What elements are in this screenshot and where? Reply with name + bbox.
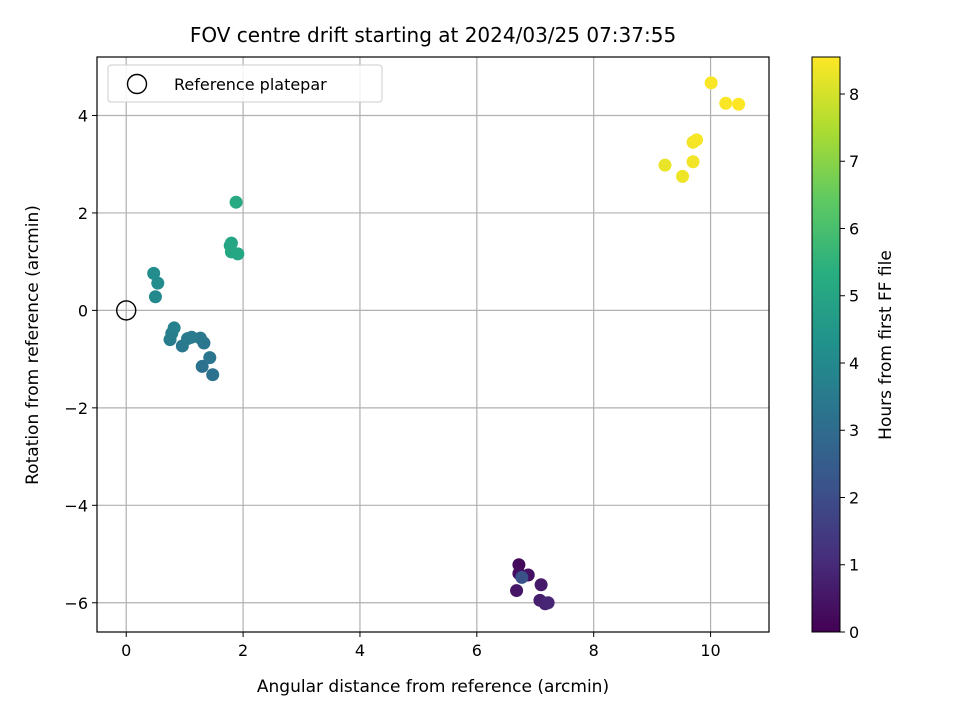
y-tick-label: 4 xyxy=(78,106,88,125)
scatter-point xyxy=(690,133,704,147)
y-tick-label: −6 xyxy=(64,594,88,613)
scatter-point xyxy=(704,76,718,90)
colorbar-tick-label: 5 xyxy=(849,287,859,306)
scatter-point xyxy=(195,359,209,373)
scatter-point xyxy=(541,596,555,610)
scatter-point xyxy=(167,321,181,335)
scatter-point xyxy=(148,290,162,304)
scatter-point xyxy=(676,169,690,183)
scatter-point xyxy=(231,247,245,261)
scatter-point xyxy=(203,351,217,365)
scatter-point xyxy=(686,155,700,169)
x-tick-label: 0 xyxy=(121,641,131,660)
colorbar: 0 1 2 3 4 5 6 7 8 Hours from first FF file xyxy=(811,56,896,642)
colorbar-tick-label: 1 xyxy=(849,556,859,575)
x-tick-label: 8 xyxy=(589,641,599,660)
colorbar-tick-label: 7 xyxy=(849,152,859,171)
scatter-point xyxy=(732,97,746,111)
scatter-point xyxy=(229,195,243,209)
scatter-point xyxy=(719,96,733,110)
scatter-point xyxy=(185,330,199,344)
scatter-point xyxy=(534,578,548,592)
colorbar-gradient xyxy=(811,56,841,633)
x-axis-ticks: 0 2 4 6 8 10 xyxy=(121,632,721,660)
y-axis-label: Rotation from reference (arcmin) xyxy=(23,205,43,485)
x-axis-label: Angular distance from reference (arcmin) xyxy=(257,677,609,697)
scatter-point xyxy=(151,276,165,290)
y-axis-ticks: −6 −4 −2 0 2 4 xyxy=(64,106,97,613)
colorbar-tick-label: 4 xyxy=(849,354,859,373)
scatter-point xyxy=(515,570,529,584)
scatter-point xyxy=(510,584,524,598)
x-tick-label: 6 xyxy=(472,641,482,660)
chart-title: FOV centre drift starting at 2024/03/25 … xyxy=(190,23,676,47)
x-tick-label: 4 xyxy=(355,641,365,660)
colorbar-tick-label: 3 xyxy=(849,421,859,440)
y-tick-label: −4 xyxy=(64,496,88,515)
colorbar-tick-label: 2 xyxy=(849,488,859,507)
colorbar-tick-label: 6 xyxy=(849,219,859,238)
grid-lines xyxy=(97,57,769,632)
y-tick-label: 0 xyxy=(78,301,88,320)
legend-marker-reference xyxy=(126,73,148,95)
scatter-point xyxy=(658,158,672,172)
scatter-points xyxy=(116,76,746,611)
colorbar-tick-label: 0 xyxy=(849,623,859,642)
scatter-point xyxy=(206,368,220,382)
plot-frame xyxy=(96,56,770,633)
legend-label-reference: Reference platepar xyxy=(174,75,327,94)
y-tick-label: −2 xyxy=(64,399,88,418)
colorbar-ticks: 0 1 2 3 4 5 6 7 8 xyxy=(840,85,859,642)
reference-platepar-marker xyxy=(116,300,137,321)
y-tick-label: 2 xyxy=(78,204,88,223)
colorbar-tick-label: 8 xyxy=(849,85,859,104)
x-tick-label: 10 xyxy=(700,641,720,660)
legend: Reference platepar xyxy=(107,64,383,103)
scatter-point xyxy=(147,266,161,280)
colorbar-label: Hours from first FF file xyxy=(876,250,896,440)
legend-box xyxy=(107,64,383,103)
x-tick-label: 2 xyxy=(238,641,248,660)
